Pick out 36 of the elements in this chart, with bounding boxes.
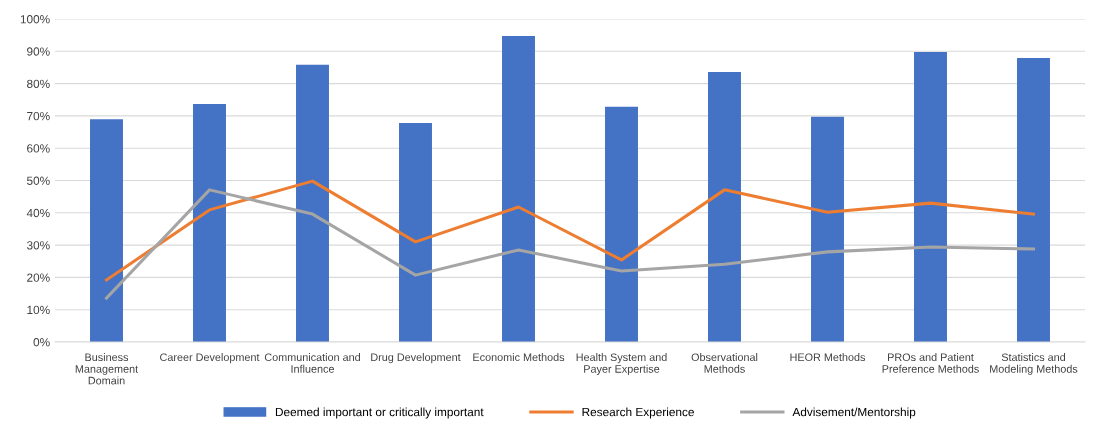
line-series	[104, 179, 1036, 282]
bar	[708, 71, 741, 342]
x-tick-label: Economic Methods	[473, 353, 565, 362]
y-tick-label: 80%	[27, 79, 50, 88]
x-tick-label: Observational Methods	[691, 353, 758, 373]
x-tick-label: Drug Development	[371, 353, 461, 364]
x-tick-label: PROs and Patient Preference Methods	[882, 353, 979, 373]
x-tick-label: HEOR Methods	[790, 353, 866, 362]
bar	[605, 106, 638, 342]
bar	[399, 123, 432, 342]
y-tick-label: 70%	[27, 111, 50, 121]
y-tick-label: 30%	[26, 241, 50, 250]
legend-label: Advisement/Mentorship	[792, 407, 916, 419]
x-tick-label: Communication and Influence	[264, 353, 360, 373]
x-tick-label: Career Development	[160, 353, 260, 364]
bar	[193, 103, 226, 342]
bar	[90, 119, 123, 342]
y-tick-label: 0%	[33, 338, 50, 347]
bar	[1017, 58, 1050, 342]
bar	[914, 51, 947, 342]
legend-label: Research Experience	[582, 407, 694, 419]
y-tick-label: 40%	[26, 208, 50, 218]
bar	[296, 64, 329, 342]
y-tick-label: 50%	[26, 176, 50, 185]
line-series	[104, 188, 1036, 300]
y-tick-label: 20%	[27, 273, 50, 282]
x-tick-label: Health System and Payer Expertise	[576, 353, 667, 375]
legend-label: Deemed important or critically important	[275, 407, 484, 419]
bar	[502, 36, 535, 342]
y-tick-label: 60%	[27, 144, 50, 153]
y-tick-label: 100%	[20, 15, 50, 24]
x-tick-label: Statistics and Modeling Methods	[990, 353, 1078, 375]
x-tick-label: Business Management Domain	[75, 353, 139, 385]
y-tick-label: 10%	[27, 305, 50, 315]
bar	[811, 116, 844, 342]
y-tick-label: 90%	[27, 47, 50, 56]
